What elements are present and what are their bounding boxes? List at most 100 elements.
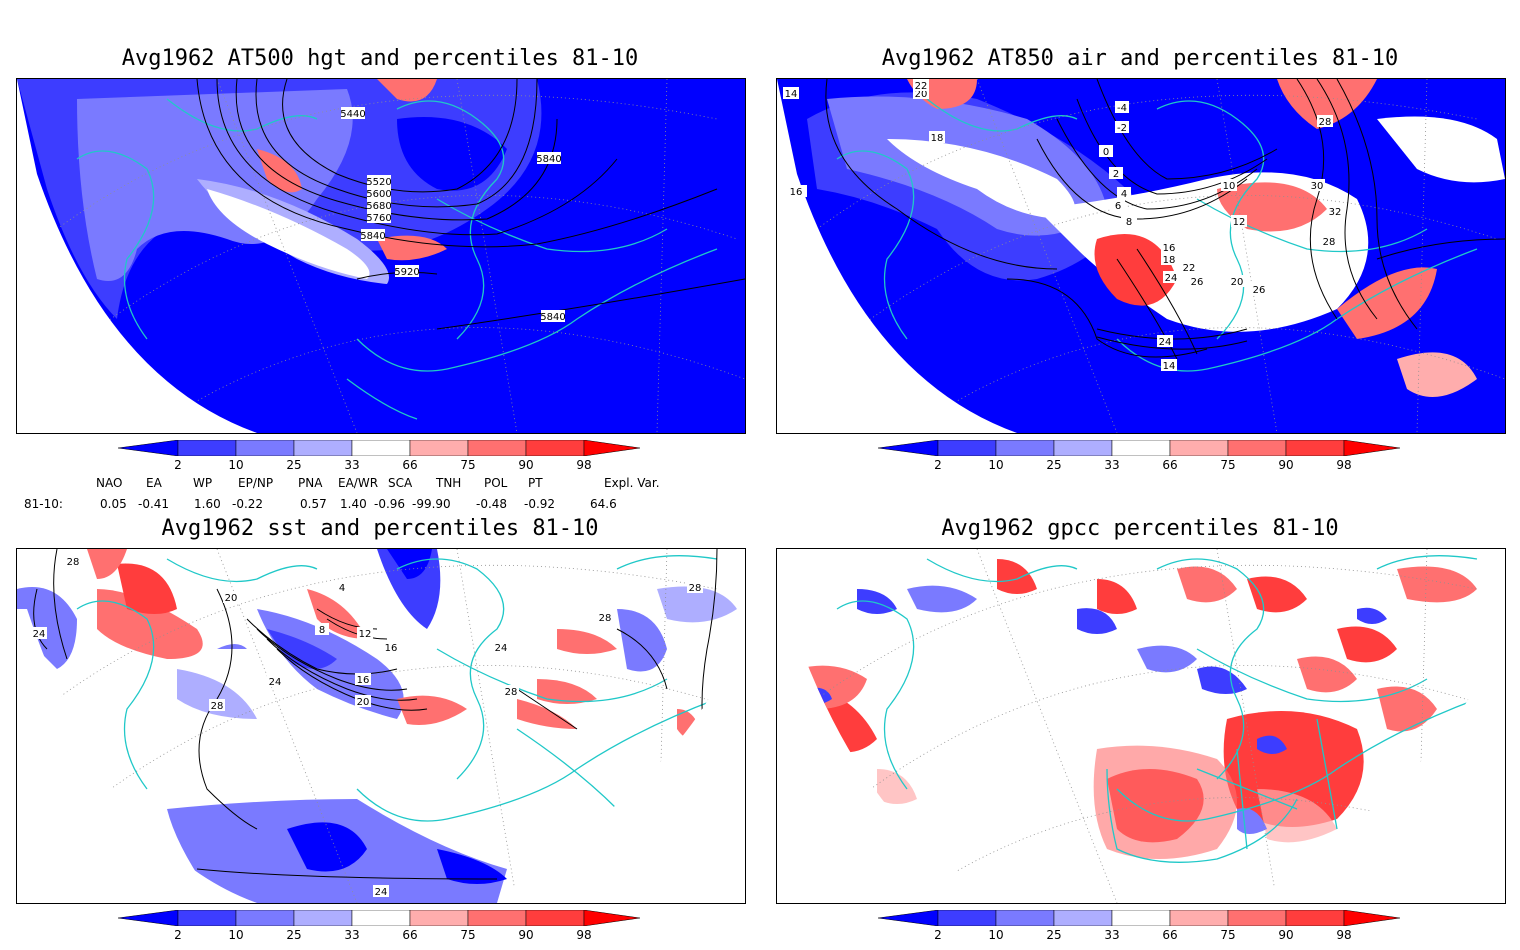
contour-label: 12 [1233,217,1246,228]
contour-label: 0 [1103,147,1109,158]
contour-label: 28 [211,701,224,712]
index-header: SCA [388,476,413,490]
colorbar-tick: 10 [988,458,1004,472]
contour-label: 20 [357,697,370,708]
map-panel-sst: 28 24 28 20 24 16 20 4 8 12 16 28 24 28 … [16,548,746,904]
contour-label: 5920 [394,267,419,278]
contour-label: 20 [915,89,928,100]
colorbar-tick: 33 [344,458,360,472]
colorbar-tick: 66 [1162,458,1178,472]
index-value: 0.05 [100,497,127,511]
colorbar-tick: 33 [344,928,360,942]
contour-label: 32 [1329,207,1342,218]
colorbar-tick: 10 [988,928,1004,942]
colorbar-tick: 75 [1220,928,1236,942]
contour-label: 16 [790,187,803,198]
index-value: -0.92 [524,497,556,511]
colorbar-tick: 75 [1220,458,1236,472]
colorbar-tick: 90 [1278,928,1294,942]
contour-label: 16 [385,643,398,654]
index-header: EP/NP [238,476,274,490]
colorbar-tick: 98 [576,458,592,472]
map-hgt: 5440 5520 5600 5680 5760 5840 5840 5920 … [17,79,745,433]
contour-label: 5840 [540,312,565,323]
map-panel-gpcc [776,548,1506,904]
colorbar-tick: 66 [402,458,418,472]
colorbar-tick: 25 [286,928,302,942]
colorbar-gpcc: 2 10 25 33 66 75 90 98 [877,909,1438,950]
contour-label: 28 [67,557,80,568]
colorbar-tick: 90 [1278,458,1294,472]
contour-label: 5600 [366,189,391,200]
contour-label: 30 [1311,181,1324,192]
index-header: WP [193,476,213,490]
colorbar-tick: 98 [576,928,592,942]
panel-title-gpcc: Avg1962 gpcc percentiles 81-10 [941,516,1339,541]
colorbar-tick: 66 [402,928,418,942]
colorbar-tick: 2 [174,928,182,942]
colorbar-tick: 2 [174,458,182,472]
index-value: -0.22 [232,497,264,511]
colorbar-tick: 10 [228,458,244,472]
contour-label: 26 [1191,277,1204,288]
colorbar-tick: 66 [1162,928,1178,942]
contour-label: 28 [1323,237,1336,248]
contour-label: 26 [1253,285,1266,296]
contour-label: 12 [359,629,372,640]
colorbar-tick: 90 [518,928,534,942]
colorbar-tick: 25 [1046,928,1062,942]
index-header: EA [146,476,162,490]
contour-label: -4 [1117,103,1127,114]
colorbar-tick: 75 [460,458,476,472]
contour-label: -2 [1117,123,1127,134]
contour-label: 16 [357,675,370,686]
contour-label: 28 [505,687,518,698]
index-header: Expl. Var. [604,476,660,490]
map-panel-air: 14 16 18 20 22 24 26 28 30 32 -4 -2 0 2 … [776,78,1506,434]
contour-label: 24 [1165,273,1178,284]
contour-label: 4 [339,583,345,594]
contour-label: 28 [599,613,612,624]
contour-label: 5760 [366,213,391,224]
contour-label: 5440 [340,109,365,120]
contour-label: 5680 [366,201,391,212]
index-value: -0.96 [374,497,406,511]
contour-label: 28 [1319,117,1332,128]
contour-label: 28 [689,583,702,594]
panel-title-air: Avg1962 AT850 air and percentiles 81-10 [881,46,1399,71]
index-header: PT [528,476,543,490]
contour-label: 5840 [536,154,561,165]
contour-label: 5520 [366,177,391,188]
colorbar-tick: 25 [286,458,302,472]
index-header: EA/WR [338,476,379,490]
colorbar-tick: 75 [460,928,476,942]
colorbar-hgt: 2 10 25 33 66 75 90 98 [117,439,678,480]
colorbar-tick: 2 [934,458,942,472]
index-value: -0.48 [476,497,508,511]
contour-label: 22 [915,81,928,92]
index-header: NAO [96,476,123,490]
contour-label: 6 [1115,201,1121,212]
contour-label: 16 [1163,243,1176,254]
map-panel-hgt: 5440 5520 5600 5680 5760 5840 5840 5920 … [16,78,746,434]
contour-label: 5840 [360,231,385,242]
colorbar-tick: 2 [934,928,942,942]
index-header: PNA [298,476,323,490]
colorbar-tick: 98 [1336,458,1352,472]
index-value: -99.90 [412,497,451,511]
index-value: 64.6 [590,497,617,511]
colorbar-air: 2 10 25 33 66 75 90 98 [877,439,1438,480]
colorbar-tick: 98 [1336,928,1352,942]
contour-label: 24 [33,629,46,640]
contour-label: 18 [1163,255,1176,266]
contour-label: 14 [785,89,798,100]
panel-title-sst: Avg1962 sst and percentiles 81-10 [161,516,599,541]
map-air: 14 16 18 20 22 24 26 28 30 32 -4 -2 0 2 … [777,79,1505,433]
contour-label: 20 [225,593,238,604]
index-value: 1.40 [340,497,367,511]
contour-label: 14 [1163,361,1176,372]
colorbar-tick: 33 [1104,928,1120,942]
colorbar-tick: 33 [1104,458,1120,472]
panel-title-hgt: Avg1962 AT500 hgt and percentiles 81-10 [121,46,639,71]
contour-label: 24 [1159,337,1172,348]
